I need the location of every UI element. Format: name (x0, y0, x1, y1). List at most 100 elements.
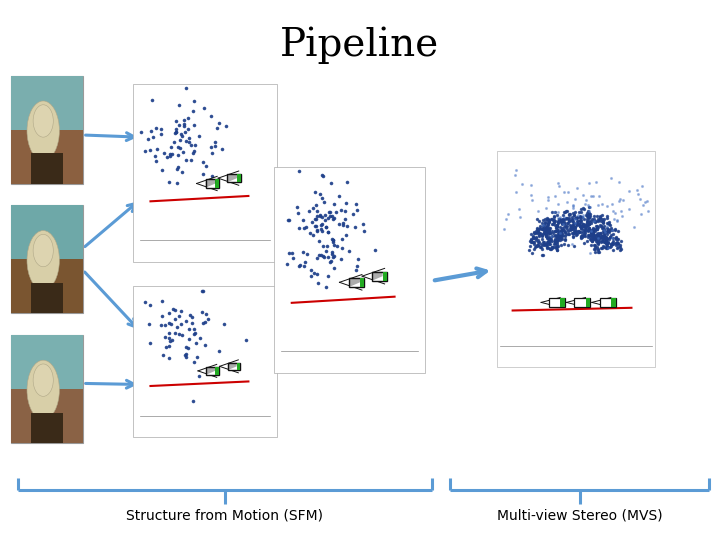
Point (182, 343, 194, 352)
Point (189, 325, 200, 333)
Point (310, 201, 322, 210)
Point (551, 233, 562, 242)
Bar (228, 362, 240, 370)
Point (603, 218, 614, 227)
Point (538, 224, 549, 232)
Point (552, 226, 563, 235)
Point (322, 272, 333, 280)
Point (543, 237, 554, 245)
Point (337, 221, 348, 230)
Point (561, 198, 572, 207)
Point (602, 242, 613, 251)
Bar (133, 84, 277, 262)
Point (582, 233, 594, 242)
Point (549, 239, 561, 247)
Point (586, 230, 598, 238)
Point (168, 138, 179, 147)
Point (603, 220, 615, 228)
Point (305, 272, 317, 280)
Bar (11, 335, 83, 443)
Point (547, 220, 559, 228)
Point (183, 325, 194, 333)
Point (577, 232, 589, 241)
Point (554, 217, 566, 225)
Point (583, 214, 595, 222)
Point (510, 187, 522, 196)
Point (595, 222, 606, 231)
Point (311, 254, 323, 262)
Ellipse shape (27, 101, 60, 160)
Point (557, 235, 568, 244)
Point (577, 221, 588, 230)
Bar (11, 76, 83, 130)
Point (315, 251, 326, 259)
Point (542, 229, 554, 238)
Point (338, 215, 350, 224)
Point (569, 222, 580, 231)
Point (543, 226, 554, 234)
Point (317, 219, 328, 228)
Point (528, 245, 540, 253)
Point (559, 207, 571, 216)
Point (590, 225, 602, 233)
Point (220, 122, 231, 130)
Point (171, 322, 183, 331)
Point (598, 224, 609, 233)
Point (564, 224, 575, 233)
Point (564, 220, 576, 229)
Point (539, 219, 551, 227)
Point (193, 372, 204, 380)
Point (543, 233, 554, 242)
Point (333, 191, 345, 200)
Point (292, 208, 304, 217)
Point (328, 236, 339, 245)
Point (559, 215, 571, 224)
Point (526, 195, 538, 204)
Point (575, 233, 587, 241)
Point (307, 218, 318, 226)
Point (582, 220, 593, 229)
Point (352, 255, 364, 264)
Point (575, 232, 587, 241)
Point (549, 238, 561, 247)
Point (589, 241, 600, 249)
Point (609, 208, 621, 217)
Point (565, 224, 577, 233)
Point (196, 287, 207, 295)
Point (606, 230, 617, 239)
Point (607, 237, 618, 246)
Point (163, 334, 174, 342)
Point (297, 216, 309, 225)
Point (536, 219, 547, 228)
Point (606, 239, 618, 247)
Point (543, 226, 554, 234)
Point (577, 220, 589, 229)
Point (209, 138, 220, 146)
Point (590, 227, 601, 235)
Point (144, 300, 156, 309)
Point (541, 233, 553, 241)
Point (569, 214, 580, 223)
Point (328, 241, 339, 249)
Point (188, 97, 199, 105)
Point (588, 225, 599, 233)
Point (575, 227, 587, 236)
Point (553, 234, 564, 242)
Point (176, 330, 187, 339)
Point (165, 336, 176, 345)
Point (339, 207, 351, 215)
Point (539, 230, 551, 238)
Point (592, 245, 603, 254)
Point (292, 203, 303, 212)
Point (582, 212, 593, 220)
Point (310, 222, 322, 231)
Point (539, 224, 551, 233)
Point (536, 234, 548, 243)
Point (590, 237, 602, 245)
Point (337, 235, 348, 244)
Point (577, 231, 588, 240)
Point (597, 237, 608, 245)
Point (211, 123, 222, 132)
Point (610, 235, 621, 244)
Point (551, 243, 562, 252)
